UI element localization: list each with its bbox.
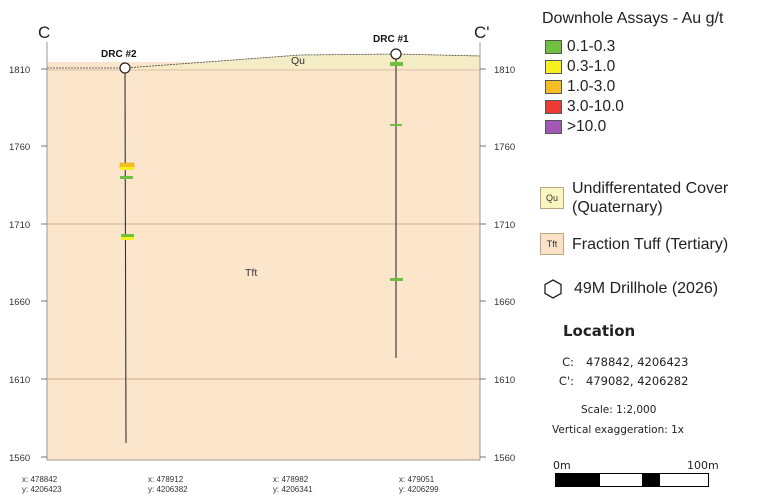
assay-swatch-orange	[545, 80, 562, 94]
assay-interval	[121, 234, 134, 237]
elevation-gridlines	[47, 223, 480, 380]
assay-legend-label: >10.0	[567, 118, 607, 135]
section-start-label: C	[38, 23, 50, 42]
left-elev-label-1660: 1660	[9, 297, 30, 308]
assay-legend-item: 0.1-0.3	[545, 37, 624, 57]
location-title: Location	[563, 322, 636, 340]
legend-unit-tuff: Tft Fraction Tuff (Tertiary)	[540, 233, 728, 255]
assay-legend-label: 1.0-3.0	[567, 78, 616, 95]
drillhole-drc1-collar-icon	[390, 48, 402, 60]
location-cprime-key: C':	[558, 374, 574, 388]
right-elev-label-1660: 1660	[494, 297, 515, 308]
assay-legend-label: 0.3-1.0	[567, 58, 616, 75]
unit-description-tuff: Fraction Tuff (Tertiary)	[572, 235, 729, 253]
assay-interval	[390, 124, 402, 126]
location-c-value: 478842, 4206423	[586, 355, 689, 369]
legend-drillhole: 49M Drillhole (2026)	[542, 278, 718, 300]
scalebar-segment	[659, 473, 709, 487]
cover-unit-label: Qu	[291, 55, 305, 67]
location-c: C: 478842, 4206423	[552, 355, 688, 369]
scale-text: Scale: 1:2,000	[581, 404, 657, 416]
unit-description-cover: Undifferentated Cover (Quaternary)	[572, 179, 728, 217]
right-elev-label-1610: 1610	[494, 375, 515, 386]
assay-swatch-red	[545, 100, 562, 114]
vertical-exaggeration-text: Vertical exaggeration: 1x	[552, 424, 684, 436]
drillhole-drc2-collar-icon	[119, 62, 131, 74]
drillhole-drc2[interactable]: DRC #2	[101, 49, 137, 444]
assay-legend-item: 0.3-1.0	[545, 57, 624, 77]
right-elev-label-1810: 1810	[494, 65, 515, 76]
scalebar-segment	[643, 473, 659, 487]
unit-description-line: (Quaternary)	[572, 199, 663, 216]
assay-interval	[390, 278, 403, 281]
legend-panel: Downhole Assays - Au g/t 0.1-0.3 0.3-1.0…	[530, 0, 773, 499]
assay-legend-item: 3.0-10.0	[545, 97, 624, 117]
coord-x-4: x: 479051	[399, 475, 435, 484]
drillhole-legend-label: 49M Drillhole (2026)	[574, 280, 719, 297]
drillhole-drc1-label: DRC #1	[373, 34, 409, 45]
left-elev-label-1610: 1610	[9, 375, 30, 386]
tuff-unit-label: Tft	[245, 267, 257, 279]
assay-swatch-yellow	[545, 60, 562, 74]
coord-x-3: x: 478982	[273, 475, 309, 484]
assay-swatch-purple	[545, 120, 562, 134]
left-elevation-axis	[41, 68, 47, 458]
assay-legend-list: 0.1-0.3 0.3-1.0 1.0-3.0 3.0-10.0 >10.0	[545, 37, 624, 137]
legend-title: Downhole Assays - Au g/t	[542, 10, 724, 27]
assay-interval	[121, 237, 134, 240]
coord-y-2: y: 4206382	[148, 485, 188, 494]
right-elev-label-1560: 1560	[494, 453, 515, 464]
left-elev-label-1710: 1710	[9, 220, 30, 231]
coord-x-2: x: 478912	[148, 475, 184, 484]
drillhole-drc2-trace	[124, 69, 127, 444]
unit-description-line: Undifferentated Cover	[572, 180, 729, 197]
legend-unit-cover: Qu Undifferentated Cover (Quaternary)	[540, 179, 728, 217]
location-cprime-value: 479082, 4206282	[586, 374, 689, 388]
tuff-unit-area	[47, 62, 480, 460]
scalebar-left-label: 0m	[553, 459, 571, 472]
ground-surface-line	[47, 53, 481, 69]
left-elev-label-1560: 1560	[9, 453, 30, 464]
assay-swatch-green	[545, 40, 562, 54]
drillhole-drc1[interactable]: DRC #1	[373, 34, 409, 358]
coord-y-4: y: 4206299	[399, 485, 439, 494]
coord-x-1: x: 478842	[22, 475, 58, 484]
drillhole-drc2-label: DRC #2	[101, 49, 137, 60]
location-cprime: C': 479082, 4206282	[552, 374, 689, 388]
scalebar-right-label: 100m	[687, 459, 719, 472]
assay-legend-item: >10.0	[545, 117, 624, 137]
cross-section-diagram: C C' 1810 1760 1710 1660 1610 1560 1810 …	[9, 23, 515, 494]
hexagon-icon	[544, 279, 562, 299]
left-elev-label-1760: 1760	[9, 142, 30, 153]
scalebar-segment	[555, 473, 599, 487]
unit-swatch-qu: Qu	[540, 187, 564, 209]
coord-y-1: y: 4206423	[22, 485, 62, 494]
assay-interval	[390, 62, 403, 66]
scalebar-segment	[599, 473, 643, 487]
cover-unit-area	[47, 54, 480, 68]
location-c-key: C:	[562, 355, 574, 369]
assay-legend-label: 0.1-0.3	[567, 38, 616, 55]
left-elev-label-1810: 1810	[9, 65, 30, 76]
unit-swatch-tft: Tft	[540, 233, 564, 255]
assay-legend-label: 3.0-10.0	[567, 98, 624, 115]
coord-y-3: y: 4206341	[273, 485, 313, 494]
assay-interval	[120, 167, 134, 170]
right-elev-label-1710: 1710	[494, 220, 515, 231]
right-elev-label-1760: 1760	[494, 142, 515, 153]
right-elevation-axis	[480, 68, 486, 458]
assay-interval	[120, 176, 133, 179]
assay-legend-item: 1.0-3.0	[545, 77, 624, 97]
section-end-label: C'	[474, 23, 490, 42]
